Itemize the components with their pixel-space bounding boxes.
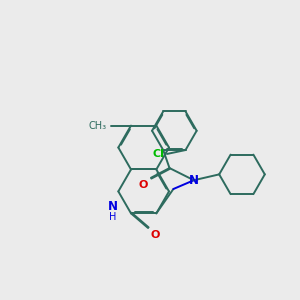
- Text: N: N: [189, 174, 199, 187]
- Text: N: N: [107, 200, 118, 213]
- Text: O: O: [151, 230, 160, 240]
- Text: H: H: [109, 212, 116, 222]
- Text: Cl: Cl: [153, 149, 165, 159]
- Text: O: O: [138, 180, 148, 190]
- Text: CH₃: CH₃: [89, 121, 107, 130]
